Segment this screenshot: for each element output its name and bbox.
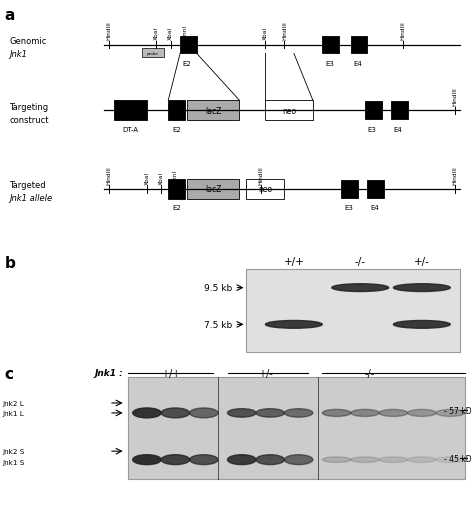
Text: HindIII: HindIII [282, 22, 287, 40]
Text: +/-: +/- [258, 368, 273, 378]
Ellipse shape [284, 455, 313, 465]
Text: XbaI: XbaI [145, 171, 149, 184]
Ellipse shape [436, 457, 465, 463]
Bar [246, 179, 284, 199]
Text: XmnI: XmnI [182, 25, 187, 40]
Text: HindIII: HindIII [107, 22, 111, 40]
Text: Genomic: Genomic [9, 37, 47, 46]
Text: neo: neo [258, 185, 273, 194]
Ellipse shape [133, 408, 161, 418]
Ellipse shape [351, 410, 379, 417]
Bar [265, 101, 313, 121]
Ellipse shape [256, 409, 284, 417]
Ellipse shape [228, 455, 256, 465]
Text: Jnk1 allele: Jnk1 allele [9, 194, 53, 203]
Ellipse shape [133, 455, 161, 465]
Ellipse shape [332, 284, 389, 292]
Ellipse shape [408, 457, 436, 463]
Text: Jnk1 L: Jnk1 L [2, 410, 24, 416]
Text: Targeted: Targeted [9, 181, 46, 190]
Text: XbaI: XbaI [159, 171, 164, 184]
Text: XmnI: XmnI [173, 169, 178, 184]
Text: lacZ: lacZ [205, 107, 221, 116]
Bar [180, 37, 197, 54]
Ellipse shape [393, 284, 450, 292]
Ellipse shape [351, 457, 379, 463]
Text: lacZ: lacZ [205, 185, 221, 194]
Text: E2: E2 [183, 61, 191, 67]
Text: E4: E4 [370, 205, 379, 211]
Ellipse shape [436, 410, 465, 417]
Text: +/-: +/- [414, 257, 430, 267]
Bar [128, 378, 465, 480]
Ellipse shape [228, 409, 256, 417]
Ellipse shape [322, 410, 351, 417]
Text: HindIII: HindIII [453, 166, 457, 184]
Text: 7.5 kb: 7.5 kb [204, 320, 232, 329]
Ellipse shape [190, 408, 218, 418]
Bar [341, 180, 358, 198]
Bar [367, 180, 384, 198]
Text: c: c [5, 367, 14, 381]
Text: XbaI: XbaI [168, 27, 173, 40]
Bar [187, 101, 239, 121]
Ellipse shape [190, 455, 218, 465]
Bar [246, 269, 460, 352]
Bar [114, 101, 147, 121]
Text: b: b [5, 256, 16, 271]
Ellipse shape [161, 408, 190, 418]
Text: E2: E2 [172, 126, 181, 132]
Bar [187, 179, 239, 199]
Ellipse shape [322, 457, 351, 463]
Bar [142, 49, 164, 58]
Ellipse shape [393, 321, 450, 329]
Ellipse shape [379, 410, 408, 417]
Text: neo: neo [282, 107, 296, 116]
Text: -/-: -/- [365, 368, 375, 378]
Text: XbaI: XbaI [154, 27, 159, 40]
Text: -/-: -/- [355, 257, 366, 267]
Text: 9.5 kb: 9.5 kb [204, 284, 232, 292]
Text: Targeting: Targeting [9, 103, 49, 112]
Ellipse shape [284, 409, 313, 417]
Ellipse shape [161, 455, 190, 465]
Bar [168, 179, 185, 199]
Bar [351, 37, 367, 54]
Text: probe: probe [146, 52, 159, 56]
Bar [168, 101, 185, 121]
Text: - 57 kD: - 57 kD [444, 406, 472, 415]
Text: HindIII: HindIII [453, 87, 457, 106]
Bar [391, 102, 408, 120]
Text: Jnk1 S: Jnk1 S [2, 460, 25, 466]
Text: Jnk2 S: Jnk2 S [2, 448, 25, 454]
Bar [322, 37, 339, 54]
Text: E3: E3 [368, 126, 376, 132]
Text: construct: construct [9, 116, 49, 124]
Text: E4: E4 [394, 126, 402, 132]
Ellipse shape [379, 457, 408, 463]
Text: Jnk1 :: Jnk1 : [95, 368, 124, 377]
Text: HindIII: HindIII [401, 22, 405, 40]
Text: E3: E3 [344, 205, 353, 211]
Text: HindIII: HindIII [258, 166, 263, 184]
Bar [365, 102, 382, 120]
Text: DT-A: DT-A [122, 126, 138, 132]
Ellipse shape [265, 321, 322, 329]
Text: - 45 kD: - 45 kD [444, 454, 472, 463]
Text: Jnk1: Jnk1 [9, 50, 27, 59]
Text: +/+: +/+ [283, 257, 304, 267]
Text: a: a [5, 8, 15, 23]
Text: Jnk2 L: Jnk2 L [2, 400, 24, 406]
Text: +/+: +/+ [161, 368, 180, 378]
Text: HindIII: HindIII [107, 166, 111, 184]
Text: E3: E3 [325, 61, 334, 67]
Ellipse shape [408, 410, 436, 417]
Text: E4: E4 [354, 61, 362, 67]
Ellipse shape [256, 455, 284, 465]
Text: E2: E2 [172, 205, 181, 211]
Text: XbaI: XbaI [263, 27, 268, 40]
